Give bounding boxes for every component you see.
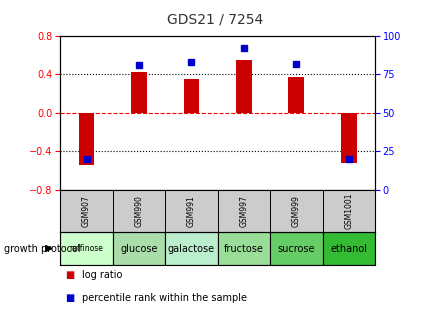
Bar [113,232,165,265]
Text: log ratio: log ratio [82,270,122,280]
Text: fructose: fructose [224,244,263,253]
Bar [236,60,251,113]
Text: sucrose: sucrose [277,244,314,253]
Text: raffinose: raffinose [70,244,103,253]
Text: GSM1001: GSM1001 [344,193,353,229]
Text: ■: ■ [64,270,74,280]
Bar [322,232,374,265]
Bar [340,113,356,163]
Text: GSM990: GSM990 [134,195,143,227]
Bar [270,232,322,265]
Bar [79,113,94,165]
Bar [183,79,199,113]
Text: growth protocol: growth protocol [4,244,81,253]
Bar [288,77,304,113]
Bar [60,232,113,265]
Text: GSM907: GSM907 [82,195,91,227]
Text: galactose: galactose [167,244,215,253]
Text: GDS21 / 7254: GDS21 / 7254 [167,12,263,26]
Text: GSM999: GSM999 [291,195,300,227]
Text: percentile rank within the sample: percentile rank within the sample [82,293,246,302]
Bar [165,232,217,265]
Bar [131,72,147,113]
Text: GSM997: GSM997 [239,195,248,227]
Bar [217,232,270,265]
Text: GSM991: GSM991 [187,195,196,227]
Text: ethanol: ethanol [329,244,366,253]
Text: glucose: glucose [120,244,157,253]
Text: ■: ■ [64,293,74,302]
